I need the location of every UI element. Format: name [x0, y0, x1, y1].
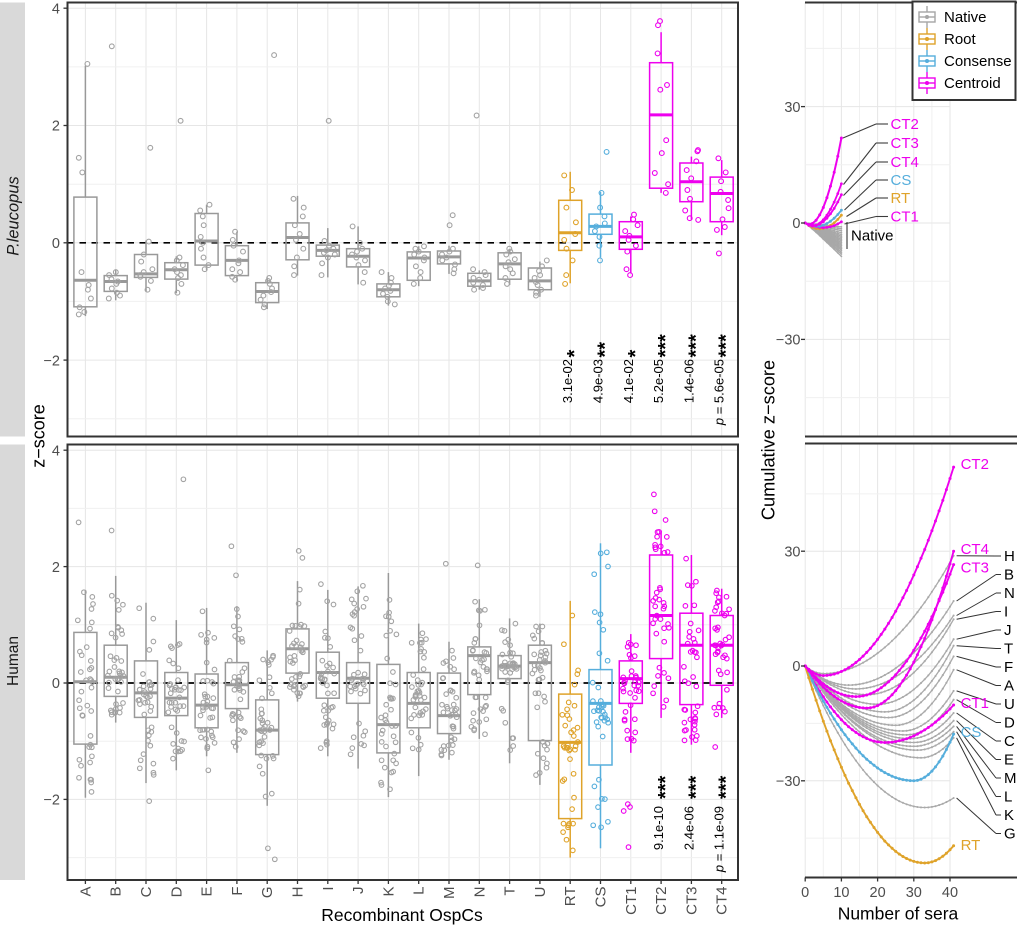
svg-text:−30: −30 [776, 333, 801, 349]
svg-text:D: D [1004, 715, 1015, 732]
svg-text:M: M [1004, 770, 1017, 787]
svg-text:10: 10 [833, 885, 849, 901]
svg-text:CT3: CT3 [891, 135, 919, 152]
svg-text:Native: Native [944, 9, 987, 26]
svg-text:M: M [441, 887, 458, 900]
svg-text:***: *** [685, 775, 707, 799]
svg-text:5.2e-05: 5.2e-05 [651, 359, 666, 403]
svg-text:CT2: CT2 [891, 116, 919, 133]
svg-text:G: G [1004, 826, 1016, 843]
svg-text:***: *** [716, 775, 738, 799]
svg-text:30: 30 [784, 545, 800, 561]
svg-text:L: L [1004, 789, 1012, 806]
svg-text:CT2: CT2 [961, 456, 989, 473]
svg-text:1.4e-06: 1.4e-06 [681, 359, 696, 403]
svg-text:A: A [77, 887, 94, 897]
svg-text:CT4: CT4 [961, 541, 989, 558]
svg-text:4: 4 [52, 1, 60, 17]
svg-text:p = 5.6e-05: p = 5.6e-05 [712, 359, 727, 426]
svg-text:*: * [625, 350, 647, 358]
svg-text:−2: −2 [43, 793, 60, 809]
svg-text:−2: −2 [43, 353, 60, 369]
svg-text:0: 0 [792, 659, 800, 675]
svg-text:Number of sera: Number of sera [838, 904, 959, 924]
svg-text:U: U [1004, 696, 1015, 713]
svg-text:CS: CS [891, 172, 912, 189]
svg-text:E: E [199, 887, 216, 897]
svg-text:CT4: CT4 [891, 154, 919, 171]
svg-text:*: * [564, 350, 586, 358]
svg-text:U: U [532, 887, 549, 898]
svg-text:B: B [108, 887, 125, 897]
svg-text:I: I [1004, 604, 1008, 621]
svg-text:Centroid: Centroid [944, 75, 1001, 92]
svg-text:CT3: CT3 [683, 887, 700, 915]
svg-text:E: E [1004, 752, 1014, 769]
svg-text:C: C [138, 886, 155, 897]
svg-text:N: N [1004, 585, 1015, 602]
svg-text:Consense: Consense [944, 53, 1012, 70]
svg-text:CS: CS [961, 724, 982, 741]
svg-text:Root: Root [944, 31, 977, 48]
svg-text:Cumulative z−score: Cumulative z−score [759, 360, 779, 520]
svg-text:9.1e-10: 9.1e-10 [651, 806, 666, 850]
svg-text:CT3: CT3 [961, 560, 989, 577]
svg-text:30: 30 [784, 100, 800, 116]
svg-text:N: N [471, 887, 488, 898]
svg-text:0: 0 [792, 216, 800, 232]
svg-text:4.9e-03: 4.9e-03 [591, 359, 606, 403]
svg-text:K: K [380, 887, 397, 897]
svg-text:2: 2 [52, 119, 60, 135]
svg-text:z−score: z−score [29, 404, 49, 468]
svg-text:30: 30 [906, 885, 922, 901]
svg-text:2.4e-06: 2.4e-06 [681, 806, 696, 850]
svg-text:H: H [1004, 548, 1015, 565]
svg-text:T: T [1004, 641, 1013, 658]
svg-text:CT2: CT2 [653, 887, 670, 915]
svg-text:0: 0 [52, 676, 60, 692]
svg-text:CT4: CT4 [714, 887, 731, 915]
svg-text:−30: −30 [776, 774, 801, 790]
svg-text:B: B [1004, 567, 1014, 584]
svg-text:CS: CS [593, 887, 610, 908]
svg-text:G: G [259, 887, 276, 899]
svg-text:T: T [502, 887, 519, 896]
svg-text:J: J [350, 887, 367, 895]
svg-text:3.1e-02: 3.1e-02 [560, 359, 575, 403]
svg-text:4.1e-02: 4.1e-02 [621, 359, 636, 403]
svg-text:C: C [1004, 733, 1015, 750]
svg-text:0: 0 [52, 236, 60, 252]
svg-text:K: K [1004, 807, 1014, 824]
svg-text:CT1: CT1 [891, 209, 919, 226]
svg-text:Native: Native [851, 228, 894, 245]
svg-text:F: F [1004, 659, 1013, 676]
svg-text:A: A [1004, 678, 1014, 695]
svg-text:***: *** [685, 334, 707, 358]
svg-text:I: I [320, 887, 337, 891]
svg-text:RT: RT [891, 190, 911, 207]
svg-text:***: *** [655, 334, 677, 358]
svg-text:P.leucopus: P.leucopus [5, 176, 23, 256]
svg-text:2: 2 [52, 560, 60, 576]
svg-text:H: H [290, 887, 307, 898]
svg-text:p = 1.1e-09: p = 1.1e-09 [712, 806, 727, 873]
svg-text:***: *** [716, 334, 738, 358]
svg-text:L: L [411, 887, 428, 895]
svg-text:RT: RT [961, 837, 981, 854]
svg-text:20: 20 [870, 885, 886, 901]
svg-text:RT: RT [562, 887, 579, 907]
svg-text:CT1: CT1 [961, 695, 989, 712]
svg-text:F: F [229, 887, 246, 896]
svg-text:40: 40 [942, 885, 958, 901]
svg-text:D: D [168, 886, 185, 897]
svg-text:4: 4 [52, 443, 60, 459]
svg-text:**: ** [595, 342, 617, 358]
svg-text:Recombinant OspCs: Recombinant OspCs [321, 905, 483, 925]
svg-text:0: 0 [801, 885, 809, 901]
svg-text:Human: Human [5, 636, 22, 686]
svg-text:***: *** [655, 775, 677, 799]
svg-text:CT1: CT1 [623, 887, 640, 915]
svg-text:J: J [1004, 622, 1012, 639]
